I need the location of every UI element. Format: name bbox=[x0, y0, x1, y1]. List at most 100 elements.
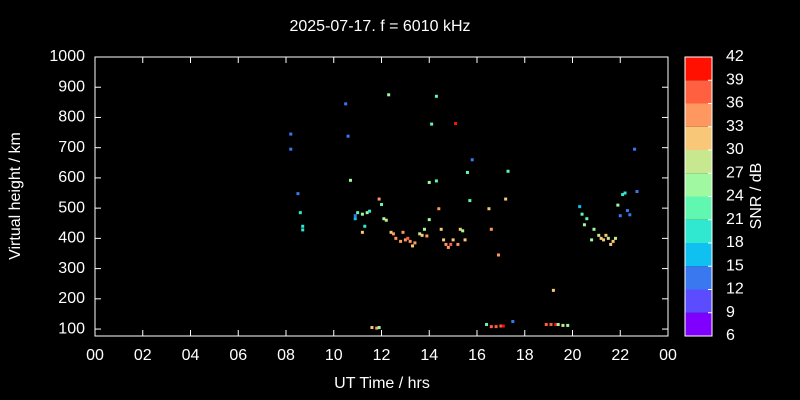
point bbox=[544, 323, 548, 327]
point bbox=[346, 134, 350, 138]
point bbox=[360, 230, 364, 234]
point bbox=[389, 230, 393, 234]
y-tick-label: 500 bbox=[58, 199, 85, 216]
point bbox=[301, 224, 305, 228]
point bbox=[399, 239, 403, 243]
colorbar-tick-label: 24 bbox=[726, 188, 744, 205]
colorbar-tick-label: 36 bbox=[726, 95, 744, 112]
point bbox=[360, 212, 364, 216]
x-tick-label: 00 bbox=[86, 347, 104, 364]
colorbar-band bbox=[685, 126, 712, 150]
point bbox=[618, 214, 622, 218]
point bbox=[411, 244, 415, 248]
point bbox=[606, 236, 610, 240]
point bbox=[623, 191, 627, 195]
point bbox=[296, 192, 300, 196]
point bbox=[489, 227, 493, 231]
colorbar-tick-label: 42 bbox=[726, 48, 744, 65]
point bbox=[556, 323, 560, 327]
y-tick-label: 300 bbox=[58, 260, 85, 277]
point bbox=[406, 236, 410, 240]
colorbar-tick-label: 33 bbox=[726, 118, 744, 135]
point bbox=[375, 326, 379, 330]
colorbar-tick-label: 27 bbox=[726, 164, 744, 181]
colorbar-tick-label: 9 bbox=[726, 304, 735, 321]
point bbox=[465, 170, 469, 174]
colorbar-band bbox=[685, 80, 712, 104]
point bbox=[590, 238, 594, 242]
point bbox=[611, 239, 615, 243]
point bbox=[554, 323, 558, 327]
point bbox=[394, 236, 398, 240]
point bbox=[420, 233, 424, 237]
colorbar-tick-label: 30 bbox=[726, 141, 744, 158]
y-tick-label: 400 bbox=[58, 230, 85, 247]
colorbar-tick-label: 18 bbox=[726, 234, 744, 251]
colorbar-band bbox=[685, 312, 712, 336]
colorbar-label: SNR / dB bbox=[748, 163, 765, 230]
point bbox=[580, 212, 584, 216]
point bbox=[439, 227, 443, 231]
point bbox=[368, 209, 372, 213]
point bbox=[437, 207, 441, 211]
point bbox=[635, 190, 639, 194]
colorbar-tick-label: 15 bbox=[726, 257, 744, 274]
point bbox=[427, 180, 431, 184]
point bbox=[344, 102, 348, 106]
point bbox=[489, 325, 493, 329]
colorbar-band bbox=[685, 243, 712, 267]
point bbox=[496, 253, 500, 257]
point bbox=[506, 169, 510, 173]
y-axis-label: Virtual height / km bbox=[7, 132, 24, 260]
colorbar-band bbox=[685, 219, 712, 243]
colorbar-tick-label: 39 bbox=[726, 71, 744, 88]
point bbox=[301, 228, 305, 232]
point bbox=[289, 147, 293, 151]
point bbox=[451, 238, 455, 242]
point bbox=[470, 158, 474, 162]
x-tick-label: 18 bbox=[516, 347, 534, 364]
x-tick-label: 22 bbox=[611, 347, 629, 364]
y-tick-label: 700 bbox=[58, 139, 85, 156]
y-tick-label: 200 bbox=[58, 290, 85, 307]
point bbox=[499, 324, 503, 328]
point bbox=[625, 209, 629, 213]
x-tick-label: 08 bbox=[277, 347, 295, 364]
point bbox=[422, 227, 426, 231]
point bbox=[566, 323, 570, 327]
x-tick-label: 00 bbox=[659, 347, 677, 364]
point bbox=[602, 238, 606, 242]
point bbox=[289, 132, 293, 136]
point bbox=[384, 218, 388, 222]
colorbar-band bbox=[685, 173, 712, 197]
x-axis-label: UT Time / hrs bbox=[334, 375, 430, 392]
point bbox=[401, 230, 405, 234]
chart-title: 2025-07-17. f = 6010 kHz bbox=[289, 18, 470, 35]
point bbox=[585, 217, 589, 221]
colorbar-band bbox=[685, 266, 712, 290]
colorbar-tick-label: 21 bbox=[726, 211, 744, 228]
point bbox=[370, 326, 374, 330]
point bbox=[446, 245, 450, 249]
point bbox=[597, 233, 601, 237]
point bbox=[413, 241, 417, 245]
point bbox=[387, 93, 391, 97]
x-tick-label: 14 bbox=[420, 347, 438, 364]
colorbar-tick-label: 12 bbox=[726, 281, 744, 298]
y-tick-label: 1000 bbox=[49, 48, 85, 65]
point bbox=[456, 242, 460, 246]
point bbox=[613, 236, 617, 240]
colorbar-band bbox=[685, 196, 712, 220]
point bbox=[551, 288, 555, 292]
point bbox=[380, 203, 383, 207]
point bbox=[382, 217, 386, 221]
point bbox=[461, 229, 465, 233]
plot-frame bbox=[94, 56, 669, 337]
point bbox=[633, 147, 637, 151]
point bbox=[458, 227, 462, 231]
point bbox=[427, 218, 431, 222]
point bbox=[425, 234, 429, 238]
point bbox=[501, 324, 505, 328]
point bbox=[599, 236, 603, 240]
